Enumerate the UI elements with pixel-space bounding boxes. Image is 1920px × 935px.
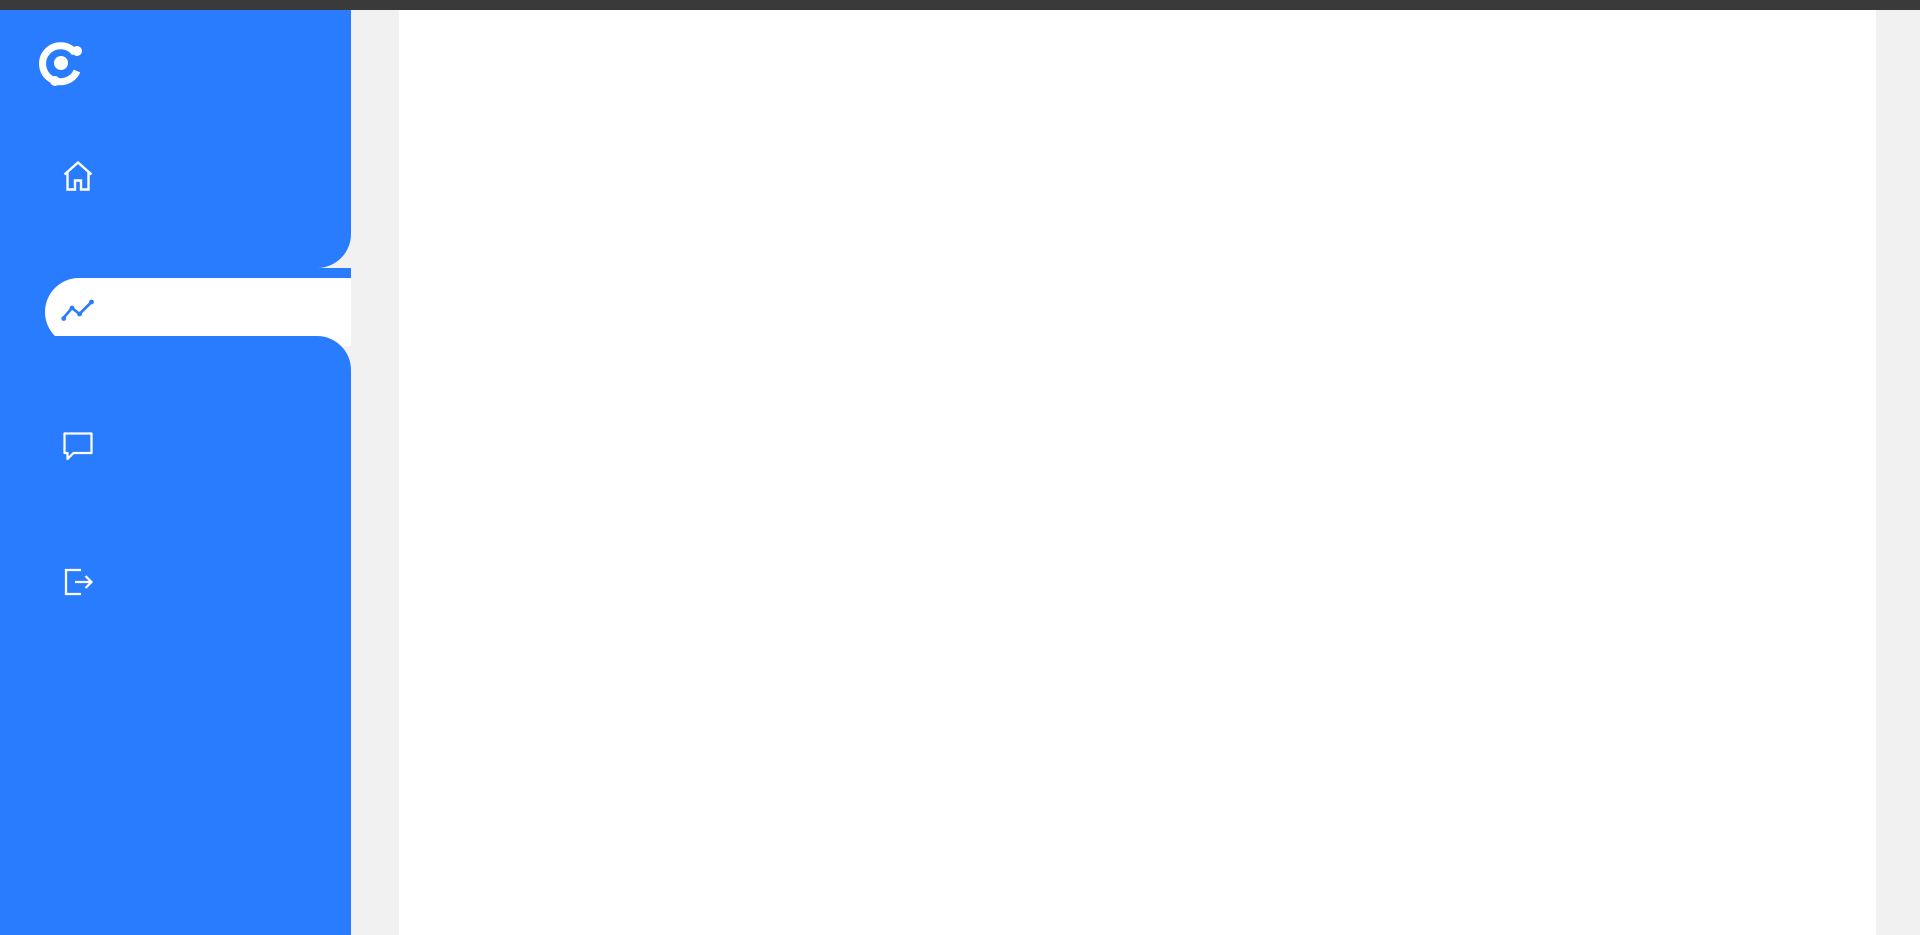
sidebar-middle (0, 268, 351, 346)
logout-icon (64, 568, 94, 596)
home-icon (63, 160, 93, 191)
sidebar-top (0, 10, 351, 268)
content-panel (399, 10, 1876, 935)
brand-logo (39, 42, 82, 86)
sidebar (0, 10, 351, 935)
feedback-icon (63, 432, 93, 461)
active-pill (45, 278, 351, 346)
pie-section (1343, 160, 1853, 184)
sidebar-bottom (0, 336, 351, 935)
analysis-icon (61, 299, 94, 321)
window-top-bar (0, 0, 1920, 10)
charts (0, 10, 1920, 935)
